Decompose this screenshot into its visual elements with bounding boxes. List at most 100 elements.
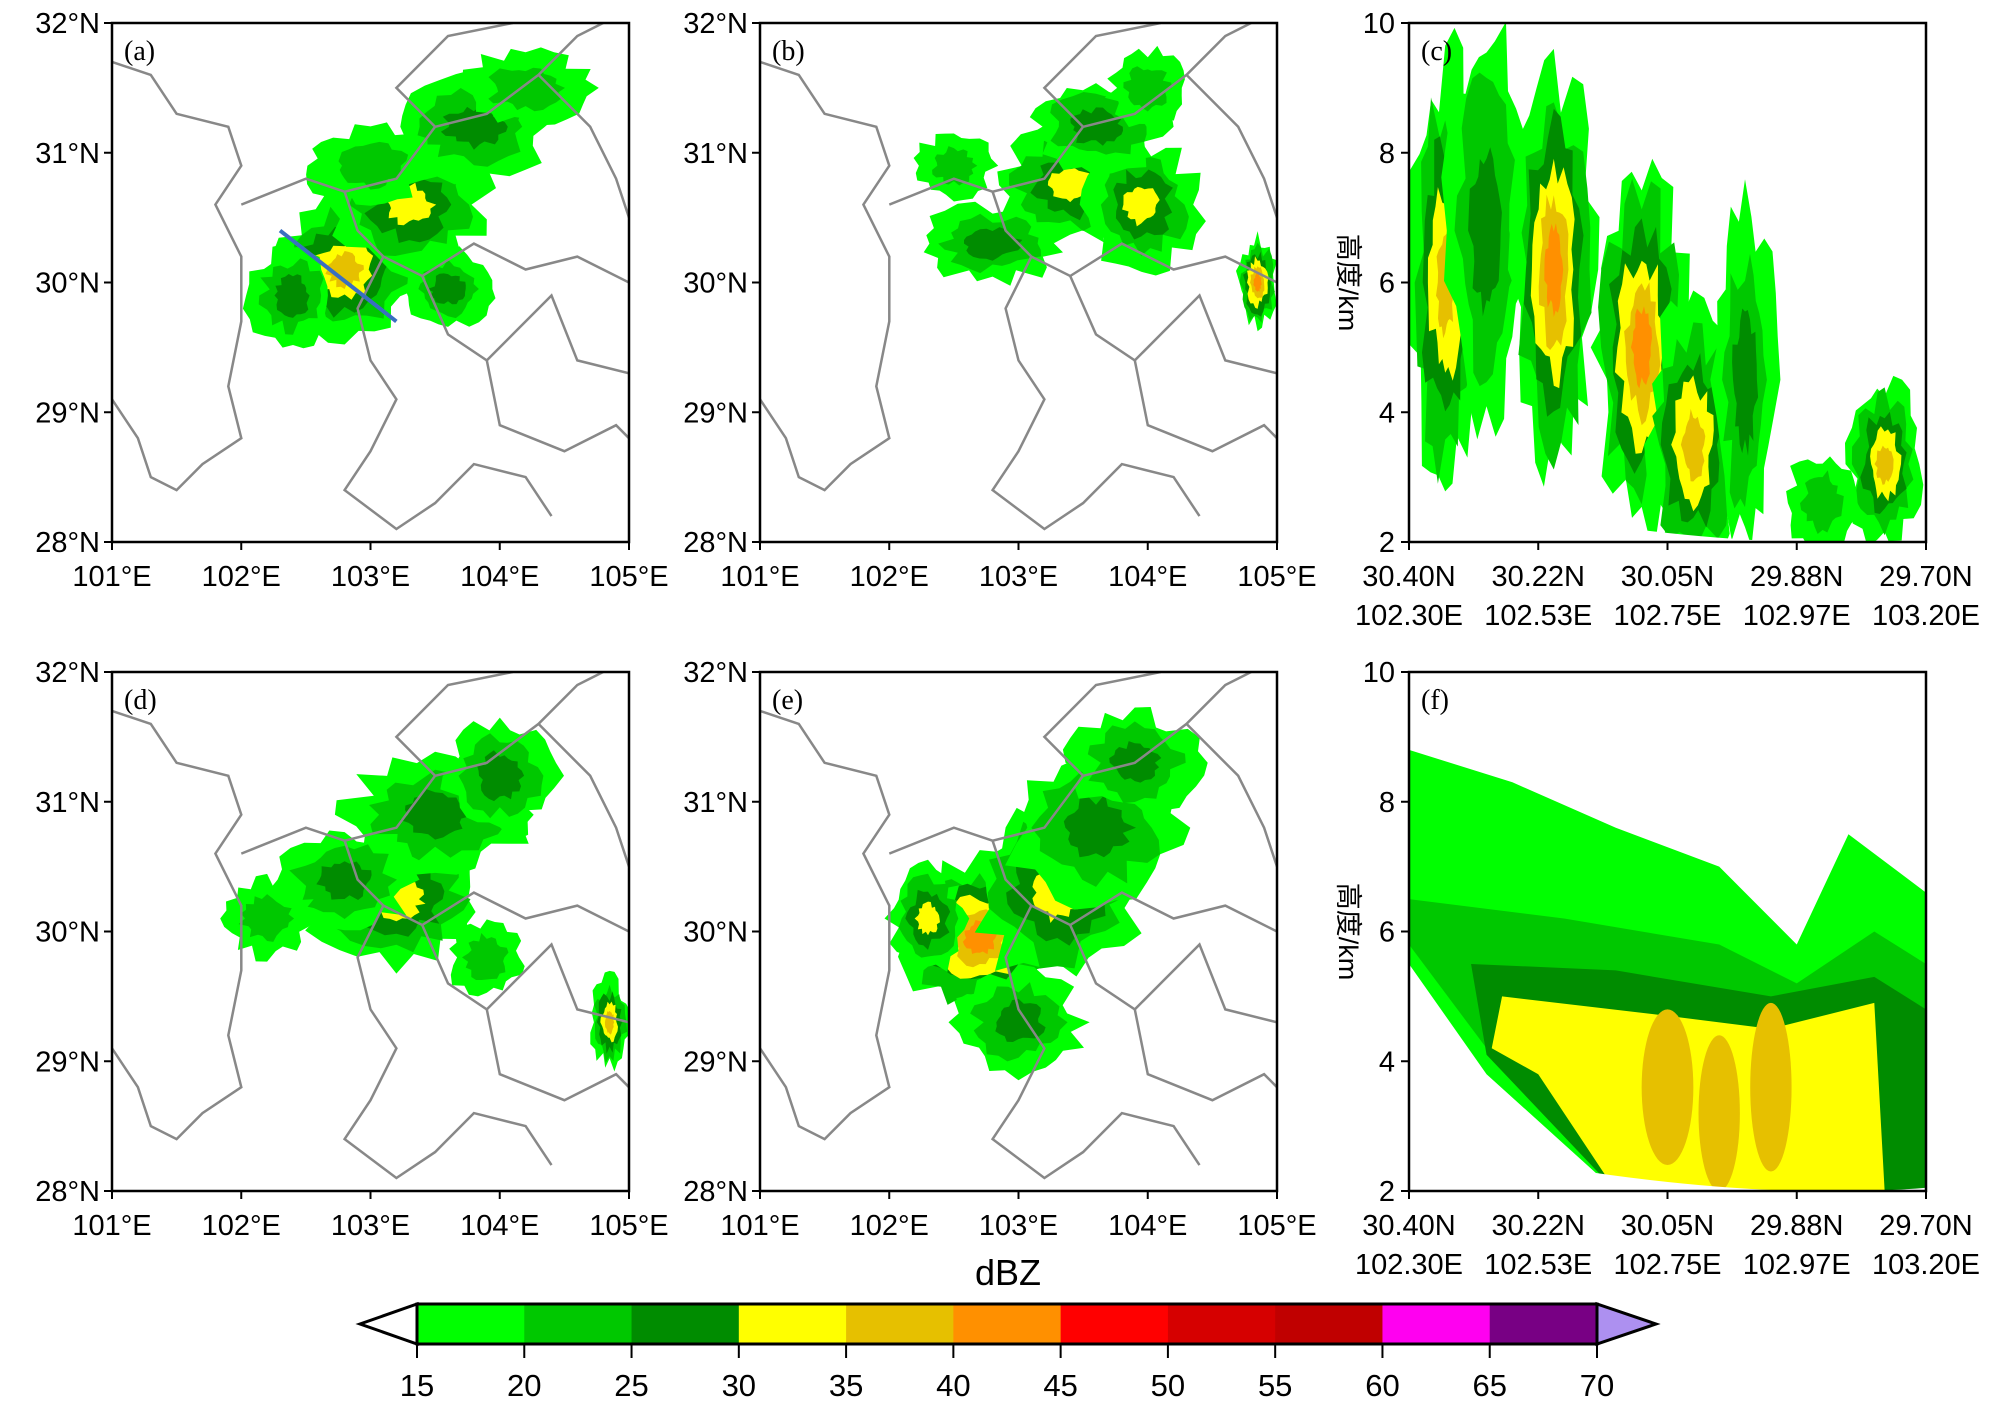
reflectivity-cell-level-25: [440, 105, 508, 150]
province-boundary: [343, 840, 629, 933]
colorbar-tick-label: 70: [1580, 1368, 1614, 1403]
plot-area: [1409, 749, 1926, 1191]
colorbar-swatch-50: [1167, 1304, 1276, 1344]
reflectivity-column-level-25: [1468, 147, 1502, 317]
y-tick-label: 8: [1379, 787, 1395, 819]
colorbar-swatch-45: [1060, 1304, 1169, 1344]
reflectivity-cell-level-20: [1123, 66, 1172, 112]
reflectivity-cell-level-20: [462, 933, 509, 980]
province-boundary: [394, 23, 513, 128]
province-boundary: [112, 709, 243, 1141]
x-tick-label-lat: 30.40N: [1362, 1210, 1456, 1242]
y-tick-label: 28°N: [35, 527, 100, 559]
panel-f: 30.40N 102.30E 30.22N 102.53E 30.05N 102.75E 2…: [1333, 657, 1980, 1281]
y-tick-label: 31°N: [35, 787, 100, 819]
x-tick-label: 101°E: [72, 561, 151, 593]
reflectivity-cell-level-20: [932, 146, 978, 186]
province-boundary: [485, 360, 629, 453]
province-boundary: [1185, 723, 1277, 867]
panel-label: (a): [124, 36, 155, 67]
y-tick-label: 31°N: [683, 787, 748, 819]
plot-area: [760, 23, 1277, 531]
y-tick-label: 31°N: [683, 138, 748, 170]
reflectivity-column-level-40: [1630, 306, 1652, 389]
province-boundary: [421, 924, 629, 1024]
reflectivity-column-level-40: [1544, 223, 1564, 317]
x-tick-label-lon: 103.20E: [1872, 600, 1980, 632]
colorbar-tick-label: 25: [614, 1368, 648, 1403]
colorbar-tick-label: 55: [1258, 1368, 1292, 1403]
colorbar-swatch-55: [1275, 1304, 1383, 1344]
province-boundary: [1133, 1009, 1277, 1102]
colorbar-swatch-20: [524, 1304, 633, 1344]
panel-frame: [110, 670, 631, 1193]
terrain-mask: [1564, 519, 1926, 542]
panel-label: (e): [772, 685, 803, 716]
reflectivity-column-level-25: [1732, 308, 1759, 456]
x-tick-label: 102°E: [850, 561, 929, 593]
x-tick-label: 102°E: [202, 1210, 281, 1242]
reflectivity-cell-level-30: [1047, 168, 1092, 203]
panel-frame: [110, 21, 631, 544]
reflectivity-column-level-35: [1680, 408, 1706, 482]
province-boundary: [343, 191, 629, 284]
y-tick-label: 29°N: [683, 1046, 748, 1078]
x-tick-label-lon: 102.53E: [1484, 1249, 1592, 1281]
x-tick-label: 103°E: [331, 561, 410, 593]
x-tick-label-lat: 29.88N: [1750, 561, 1844, 593]
colorbar-tick-label: 65: [1472, 1368, 1506, 1403]
x-tick-label-lat: 29.70N: [1879, 1210, 1973, 1242]
reflectivity-cell-level-25: [427, 273, 466, 305]
y-tick-label: 4: [1379, 1046, 1395, 1078]
y-tick-label: 6: [1379, 268, 1395, 300]
y-axis-label: 高度/km: [1333, 234, 1363, 332]
colorbar-swatch-60: [1382, 1304, 1491, 1344]
x-tick-label: 105°E: [589, 1210, 668, 1242]
x-tick-label-lon: 102.97E: [1743, 600, 1851, 632]
y-tick-label: 8: [1379, 138, 1395, 170]
colorbar-tick-label: 45: [1043, 1368, 1077, 1403]
x-tick-label: 104°E: [460, 1210, 539, 1242]
reflectivity-cell-level-25: [1070, 107, 1123, 146]
x-tick-label: 105°E: [1237, 561, 1316, 593]
y-tick-label: 30°N: [683, 917, 748, 949]
y-tick-label: 28°N: [683, 1176, 748, 1208]
y-tick-label: 10: [1363, 657, 1395, 689]
x-tick-label: 105°E: [589, 561, 668, 593]
province-boundary: [760, 709, 891, 1141]
x-tick-label-lat: 30.05N: [1621, 561, 1715, 593]
colorbar-swatch-25: [631, 1304, 740, 1344]
x-tick-label-lat: 29.70N: [1879, 561, 1973, 593]
province-boundary: [990, 905, 1201, 1180]
province-boundary: [991, 840, 1277, 933]
x-tick-label: 103°E: [331, 1210, 410, 1242]
y-tick-label: 29°N: [35, 1046, 100, 1078]
y-tick-label: 31°N: [35, 138, 100, 170]
colorbar-tick-label: 30: [722, 1368, 756, 1403]
y-tick-label: 30°N: [35, 268, 100, 300]
y-tick-label: 2: [1379, 527, 1395, 559]
province-boundary: [394, 672, 513, 777]
reflectivity-cell-level-20: [338, 141, 409, 190]
y-tick-label: 28°N: [35, 1176, 100, 1208]
x-tick-label: 103°E: [979, 1210, 1058, 1242]
reflectivity-column-level-35: [1874, 445, 1894, 485]
reflectivity-cell-level-30: [914, 901, 940, 936]
x-tick-label: 104°E: [1108, 561, 1187, 593]
x-tick-label-lon: 102.97E: [1743, 1249, 1851, 1281]
province-boundary: [1133, 360, 1277, 453]
reflectivity-core-level-35: [1698, 1035, 1740, 1191]
y-tick-label: 4: [1379, 397, 1395, 429]
colorbar-tick-label: 60: [1365, 1368, 1399, 1403]
x-tick-label: 104°E: [1108, 1210, 1187, 1242]
panel-frame: [758, 21, 1279, 544]
x-tick-label: 102°E: [850, 1210, 929, 1242]
province-boundary: [1042, 23, 1161, 128]
panel-d: 101°E 102°E 103°E 104°E 105°E 28°N 29°N 30°N 31°…: [35, 657, 668, 1242]
plot-area: [112, 23, 629, 531]
y-tick-label: 29°N: [683, 397, 748, 429]
province-boundary: [760, 60, 891, 492]
reflectivity-cell-level-25: [400, 789, 476, 840]
colorbar-tick-label: 50: [1151, 1368, 1185, 1403]
